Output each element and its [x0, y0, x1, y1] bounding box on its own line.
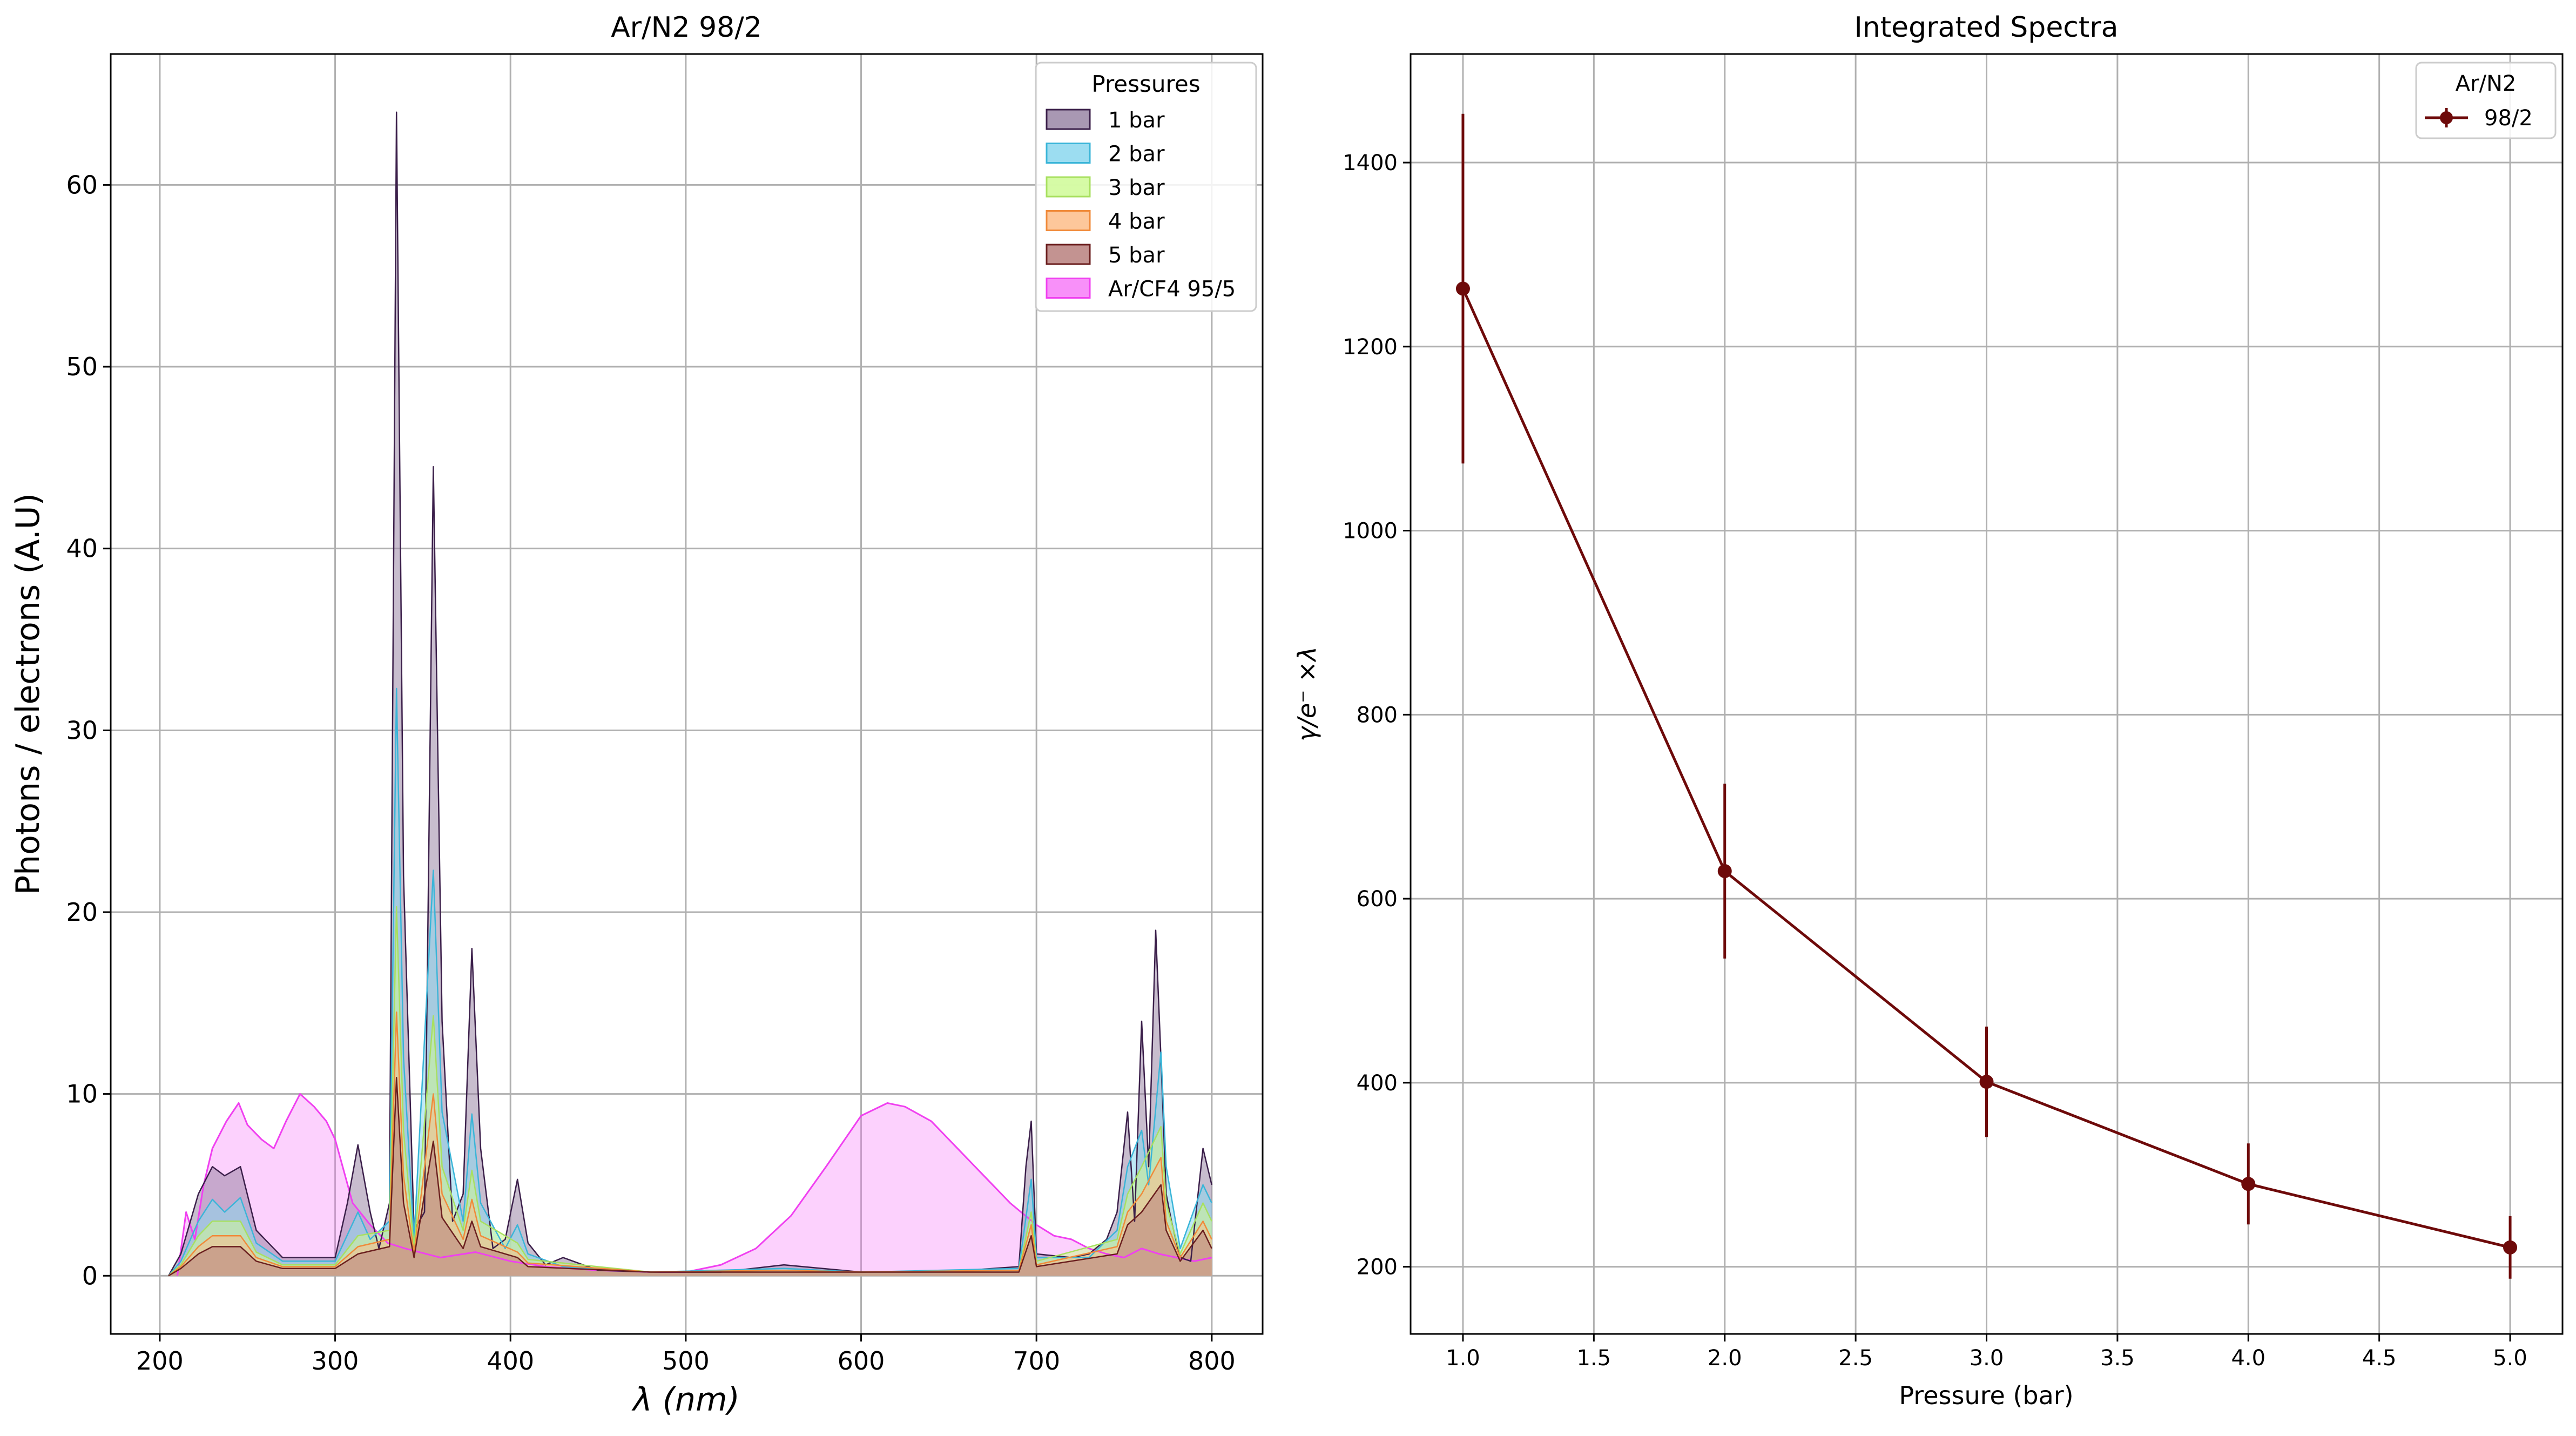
- y-tick-label: 1000: [1343, 519, 1398, 544]
- series-line-2-bar: [168, 687, 1212, 1277]
- spectra-plot-frame: [110, 53, 1264, 1335]
- legend-marker-98-2: [2440, 111, 2453, 124]
- spectra-y-axis-label: Photons / electrons (A.U): [9, 493, 47, 895]
- legend-label-2-bar: 2 bar: [1108, 142, 1165, 167]
- legend-label-ar-cf4-95-5: Ar/CF4 95/5: [1108, 277, 1236, 302]
- y-tick-label: 1200: [1343, 335, 1398, 360]
- legend-swatch-3-bar: [1046, 176, 1091, 198]
- legend-swatch-4-bar: [1046, 210, 1091, 231]
- integrated-y-axis-label: γ/e⁻ ×λ: [1292, 646, 1321, 741]
- series-area-ar-cf4-95-5: [177, 1094, 1212, 1276]
- x-tick-label: 1.0: [1446, 1346, 1480, 1371]
- x-tick-label: 5.0: [2493, 1346, 2527, 1371]
- legend-swatch-2-bar: [1046, 143, 1091, 164]
- data-point: [1979, 1075, 1994, 1089]
- legend-swatch-5-bar: [1046, 244, 1091, 265]
- x-tick-label: 500: [662, 1346, 710, 1376]
- series-line-1-bar: [168, 111, 1213, 1276]
- spectra-title: Ar/N2 98/2: [611, 11, 762, 44]
- x-tick-label: 4.5: [2362, 1346, 2397, 1371]
- y-tick-label: 0: [82, 1261, 98, 1290]
- integrated-legend-title: Ar/N2: [2456, 71, 2517, 96]
- x-tick-label: 400: [487, 1346, 534, 1376]
- data-point: [2503, 1240, 2518, 1255]
- legend-label-3-bar: 3 bar: [1108, 176, 1165, 200]
- y-tick-label: 40: [66, 534, 98, 563]
- data-point: [1455, 281, 1470, 296]
- spectra-legend-title: Pressures: [1091, 71, 1200, 97]
- legend-label-4-bar: 4 bar: [1108, 210, 1165, 234]
- x-tick-label: 4.0: [2231, 1346, 2265, 1371]
- y-tick-label: 10: [66, 1080, 98, 1109]
- data-point: [1717, 864, 1732, 878]
- y-tick-label: 50: [66, 352, 98, 381]
- series-line-5-bar: [168, 1077, 1212, 1277]
- integrated-legend: Ar/N2 98/2: [2415, 62, 2557, 139]
- x-tick-label: 3.5: [2100, 1346, 2135, 1371]
- legend-label-98-2: 98/2: [2484, 106, 2533, 131]
- y-tick-label: 60: [66, 170, 98, 199]
- series-line-3-bar: [168, 906, 1212, 1277]
- x-tick-label: 800: [1188, 1346, 1236, 1376]
- y-tick-label: 800: [1357, 703, 1398, 727]
- x-tick-label: 300: [312, 1346, 359, 1376]
- x-tick-label: 3.0: [1970, 1346, 2004, 1371]
- legend-swatch-1-bar: [1046, 109, 1091, 130]
- x-tick-label: 2.5: [1838, 1346, 1873, 1371]
- data-point: [2241, 1177, 2256, 1191]
- integrated-panel: 1.0 1.5 2.0 2.5 3.0 3.5 4.0 4.5 5.0 200 400 600 800 1…: [1292, 11, 2564, 1410]
- y-tick-label: 400: [1357, 1071, 1398, 1096]
- spectra-panel: 200 300 400 500 600 700 800 0 10 20 30 40 50 60 Ar/N2…: [9, 11, 1264, 1419]
- x-tick-label: 700: [1013, 1346, 1060, 1376]
- y-tick-label: 30: [66, 716, 98, 745]
- x-tick-label: 200: [136, 1346, 184, 1376]
- x-tick-label: 600: [838, 1346, 885, 1376]
- x-tick-label: 1.5: [1577, 1346, 1611, 1371]
- integrated-x-axis-label: Pressure (bar): [1899, 1381, 2073, 1410]
- y-tick-label: 1400: [1343, 151, 1398, 176]
- y-tick-label: 600: [1357, 887, 1398, 912]
- integrated-title: Integrated Spectra: [1854, 11, 2118, 44]
- spectra-x-axis-label: λ (nm): [631, 1381, 740, 1419]
- legend-label-1-bar: 1 bar: [1108, 108, 1165, 133]
- series-area-5-bar: [168, 1077, 1212, 1276]
- legend-swatch-ar-cf4-95-5: [1046, 278, 1091, 299]
- series-line-4-bar: [168, 1011, 1212, 1277]
- spectra-legend: Pressures 1 bar 2 bar 3 bar 4 bar 5 bar Ar/CF…: [1035, 62, 1257, 312]
- legend-label-5-bar: 5 bar: [1108, 243, 1165, 268]
- y-tick-label: 200: [1357, 1255, 1398, 1280]
- x-tick-label: 2.0: [1708, 1346, 1742, 1371]
- y-tick-label: 20: [66, 898, 98, 927]
